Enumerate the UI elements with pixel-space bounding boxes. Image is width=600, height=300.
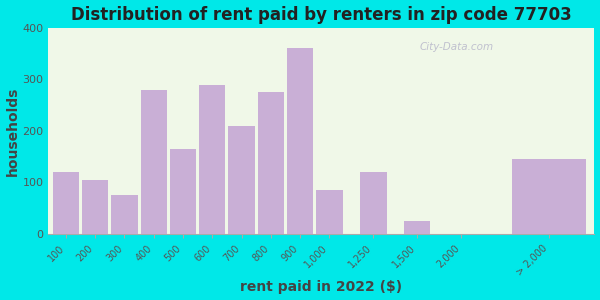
Bar: [404, 221, 430, 234]
Bar: [287, 49, 313, 234]
Bar: [360, 172, 386, 234]
Bar: [512, 159, 586, 234]
Bar: [257, 92, 284, 234]
Bar: [316, 190, 343, 234]
Bar: [140, 90, 167, 234]
Y-axis label: households: households: [5, 86, 20, 176]
X-axis label: rent paid in 2022 ($): rent paid in 2022 ($): [241, 280, 403, 294]
Bar: [170, 149, 196, 234]
Bar: [199, 85, 226, 234]
Bar: [111, 195, 137, 234]
Bar: [229, 126, 255, 234]
Title: Distribution of rent paid by renters in zip code 77703: Distribution of rent paid by renters in …: [71, 6, 572, 24]
Bar: [53, 172, 79, 234]
Text: City-Data.com: City-Data.com: [419, 42, 494, 52]
Bar: [82, 180, 109, 234]
